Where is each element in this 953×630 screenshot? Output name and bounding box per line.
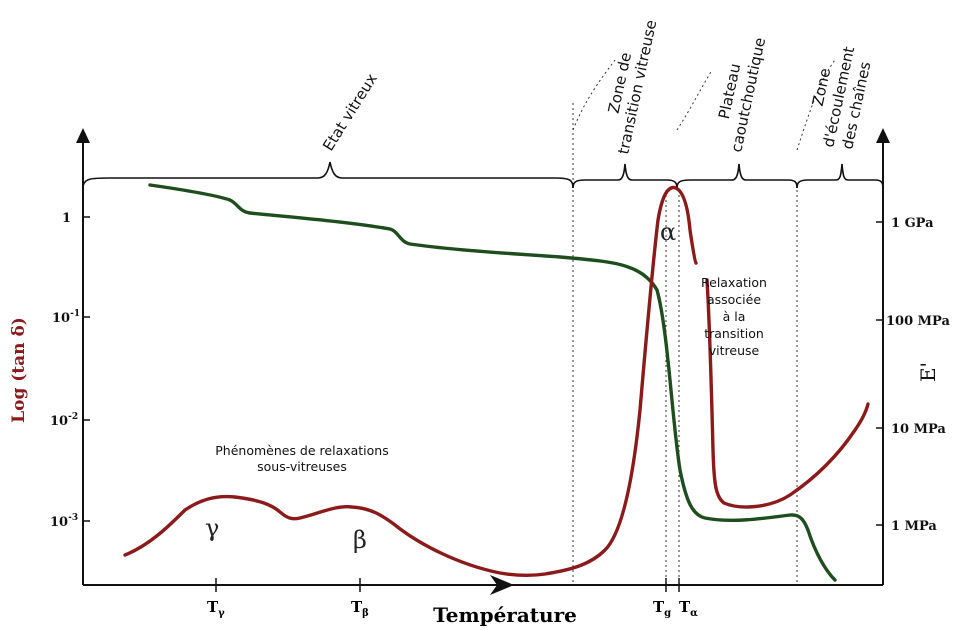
sub-relax-line-2: sous-vitreuses [257,459,347,474]
glass-relax-line-1: Relaxation [701,275,767,290]
alpha-peak-label: α [660,218,676,246]
left-ticks [83,216,90,522]
beta-peak-label: β [353,526,367,554]
x-axis-label: Température [433,603,577,627]
zone-dividers [572,59,836,585]
right-axis-arrow-icon [876,128,890,143]
y-tick-0.01: 10-2 [50,412,78,429]
glass-relax-line-4: transition [704,326,764,341]
right-tick-10mpa: 10 MPa [891,422,946,437]
glass-relax-line-5: vitreuse [709,343,760,358]
x-tick-t-alpha: Tα [679,598,698,619]
temperature-arrow-icon [490,575,514,595]
series-modulus-curve [148,183,837,582]
glass-relax-line-3: à la [723,309,746,324]
zone-label-transition: transition vitreuse Zone de [605,18,661,156]
left-axis-arrow-icon [76,128,90,143]
right-tick-100mpa: 100 MPa [886,314,950,329]
x-tick-t-beta: Tβ [351,598,369,619]
zone-label-flow: des chaînes d'écoulement Zone [809,45,875,151]
x-tick-t-gamma: Tγ [207,598,225,619]
right-ticks [876,221,883,526]
right-axis-label: E' [916,362,940,382]
zone-label-glassy: Etat vitreux [319,70,381,154]
zone-label-rubbery: caoutchoutique Plateau [715,36,769,154]
y-tick-0.1: 10-1 [52,309,80,326]
gamma-peak-label: γ [205,514,219,542]
series-tan-delta-curve [123,185,870,578]
right-tick-1gpa: 1 GPa [891,216,934,231]
right-tick-1mpa: 1 MPa [891,519,937,534]
sub-relax-line-1: Phénomènes de relaxations [215,443,389,458]
y-axis-label: Log (tan δ) [9,317,29,423]
y-tick-1: 1 [62,211,71,226]
zone-braces [82,161,884,189]
glass-relax-line-2: associée [707,292,761,307]
y-tick-0.001: 10-3 [50,513,78,530]
x-tick-t-g: Tg [653,598,671,619]
